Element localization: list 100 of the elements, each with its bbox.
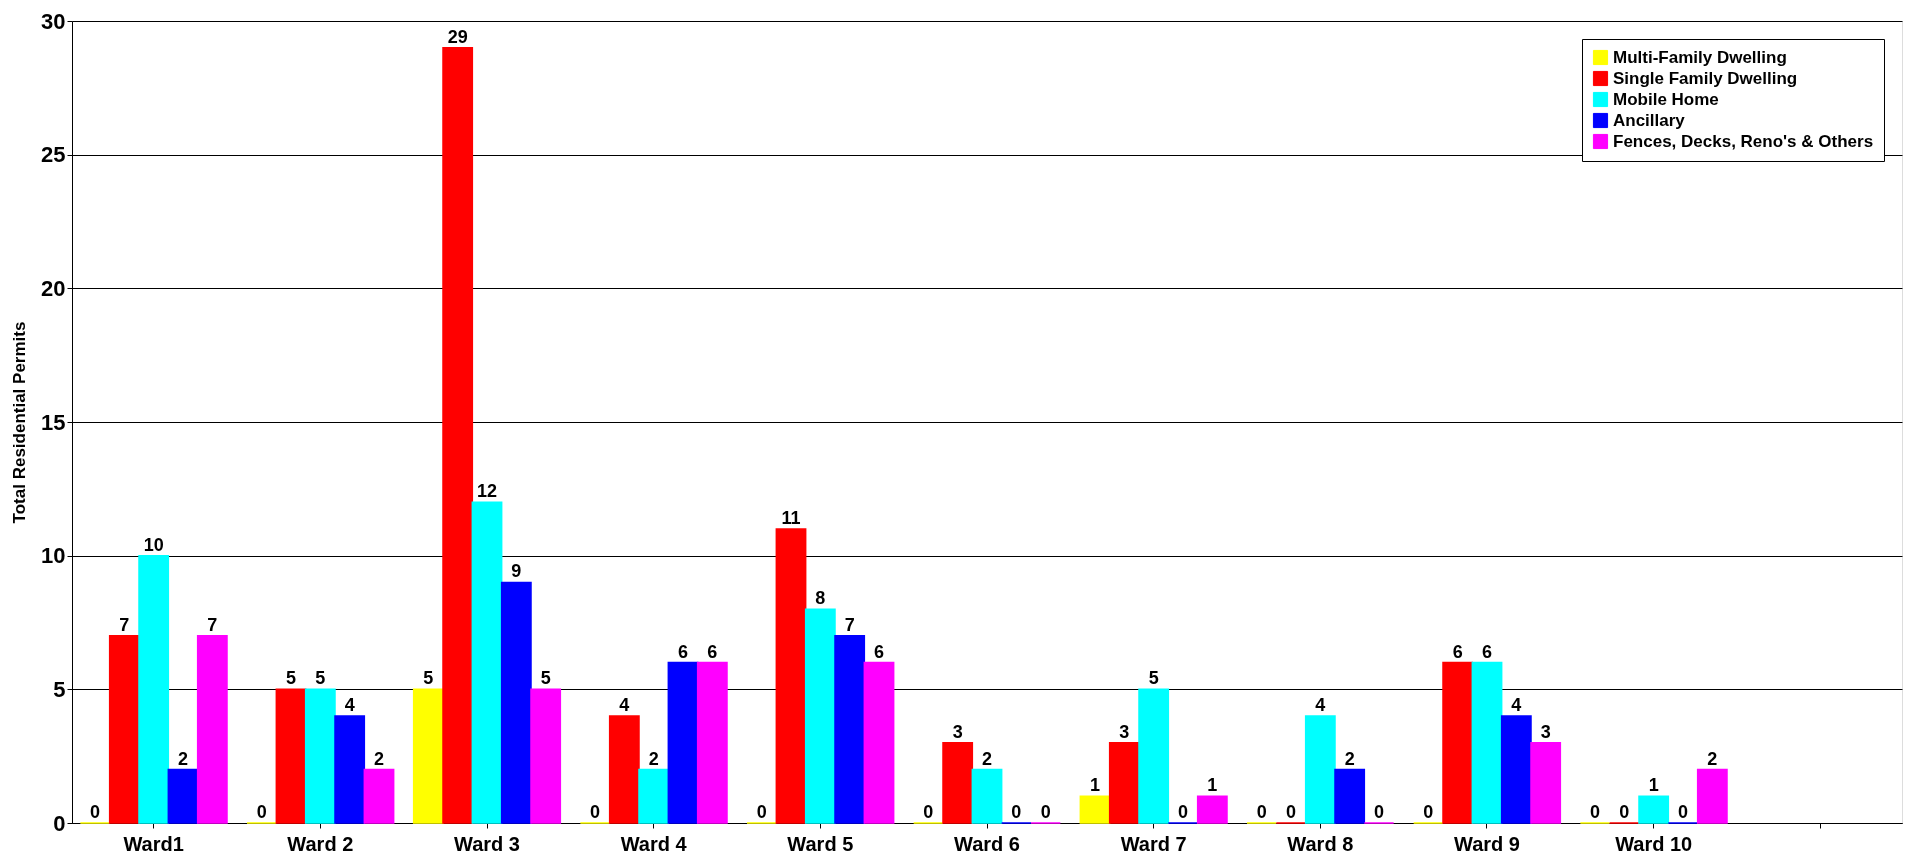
- data-label: 0: [1589, 802, 1601, 822]
- data-label: 2: [177, 748, 189, 769]
- data-label: 0: [923, 802, 934, 822]
- data-label: 0: [256, 802, 267, 822]
- y-tick-label: 0: [53, 810, 66, 836]
- bar: [942, 742, 974, 824]
- data-label: 7: [207, 614, 218, 635]
- bar: [667, 661, 699, 824]
- bar: [971, 768, 1003, 824]
- bar: [108, 635, 140, 824]
- data-label: 3: [952, 721, 963, 742]
- bar: [138, 554, 170, 824]
- bar: [304, 688, 336, 824]
- data-label: 9: [511, 561, 522, 582]
- bar: [1334, 768, 1366, 824]
- legend-label: Single Family Dwelling: [1613, 68, 1798, 88]
- data-label: 0: [589, 802, 601, 822]
- data-label: 0: [1011, 802, 1022, 822]
- data-label: 6: [1452, 641, 1463, 662]
- bar: [1138, 688, 1170, 824]
- bar: [775, 528, 807, 824]
- data-label: 6: [707, 641, 718, 662]
- bar: [167, 768, 199, 824]
- legend-label: Ancillary: [1613, 110, 1686, 130]
- data-label: 7: [119, 614, 130, 635]
- bar: [530, 688, 562, 824]
- data-label: 0: [1423, 802, 1434, 822]
- x-tick-label: Ward 6: [954, 832, 1020, 855]
- bar: [334, 715, 366, 824]
- data-label: 0: [1177, 802, 1189, 822]
- x-tick-label: Ward 2: [287, 832, 354, 855]
- data-label: 3: [1540, 721, 1551, 742]
- bar: [608, 715, 640, 824]
- y-tick-label: 5: [53, 676, 66, 702]
- bar: [500, 581, 532, 824]
- legend-label: Fences, Decks, Reno's & Others: [1613, 131, 1874, 151]
- bar: [804, 608, 836, 824]
- bar: [834, 635, 866, 824]
- y-tick-label: 10: [41, 543, 66, 569]
- data-label: 0: [1677, 802, 1689, 822]
- data-label: 5: [285, 668, 297, 689]
- data-label: 5: [540, 668, 551, 689]
- data-label: 1: [1089, 775, 1101, 796]
- bar: [1304, 715, 1336, 824]
- bar: [696, 661, 728, 824]
- data-label: 3: [1119, 721, 1130, 742]
- bar: [863, 661, 895, 824]
- bar: [1638, 795, 1670, 824]
- data-label: 5: [423, 668, 434, 689]
- y-tick-label: 30: [41, 8, 66, 34]
- bar: [1471, 661, 1503, 824]
- x-tick-label: Ward 3: [454, 832, 520, 855]
- data-label: 29: [447, 26, 468, 47]
- data-label: 7: [844, 614, 855, 635]
- data-label: 6: [1481, 641, 1493, 662]
- data-label: 0: [1373, 802, 1385, 822]
- data-label: 1: [1648, 775, 1659, 796]
- x-tick-label: Ward 8: [1287, 832, 1354, 855]
- bar: [1079, 795, 1111, 824]
- x-tick-label: Ward 5: [787, 832, 854, 855]
- y-axis-title: Total Residential Permits: [10, 321, 30, 524]
- bar: [363, 768, 395, 824]
- bar: [412, 688, 444, 824]
- data-label: 0: [1040, 802, 1051, 822]
- data-label: 4: [619, 695, 630, 716]
- bar: [275, 688, 307, 824]
- data-label: 11: [781, 507, 801, 528]
- bar: [442, 46, 474, 824]
- data-label: 0: [756, 802, 767, 822]
- data-label: 0: [1285, 802, 1297, 822]
- bar: [1196, 795, 1228, 824]
- x-tick-label: Ward 7: [1120, 832, 1187, 855]
- data-label: 2: [648, 748, 659, 769]
- data-label: 2: [1707, 748, 1718, 769]
- bar: [638, 768, 670, 824]
- data-label: 2: [1344, 748, 1355, 769]
- bar: [196, 635, 228, 824]
- data-label: 0: [1619, 802, 1630, 822]
- x-tick-label: Ward 4: [620, 832, 688, 855]
- data-label: 5: [315, 668, 326, 689]
- data-label: 0: [89, 802, 101, 822]
- y-tick-label: 25: [41, 142, 66, 168]
- x-tick-label: Ward 9: [1454, 832, 1520, 855]
- data-label: 10: [143, 534, 164, 555]
- data-label: 6: [677, 641, 689, 662]
- data-label: 5: [1148, 668, 1159, 689]
- data-label: 12: [476, 481, 498, 502]
- y-tick-label: 20: [41, 275, 66, 301]
- bar: [471, 501, 503, 824]
- bar: [1696, 768, 1728, 824]
- bar: [1530, 742, 1562, 824]
- data-label: 8: [815, 588, 826, 609]
- data-label: 4: [344, 695, 355, 716]
- data-label: 2: [373, 748, 385, 769]
- bar: [1500, 715, 1532, 824]
- data-label: 6: [873, 641, 885, 662]
- bar: [1442, 661, 1474, 824]
- bar: [1108, 742, 1140, 824]
- legend-label: Mobile Home: [1613, 89, 1719, 109]
- data-label: 1: [1207, 775, 1218, 796]
